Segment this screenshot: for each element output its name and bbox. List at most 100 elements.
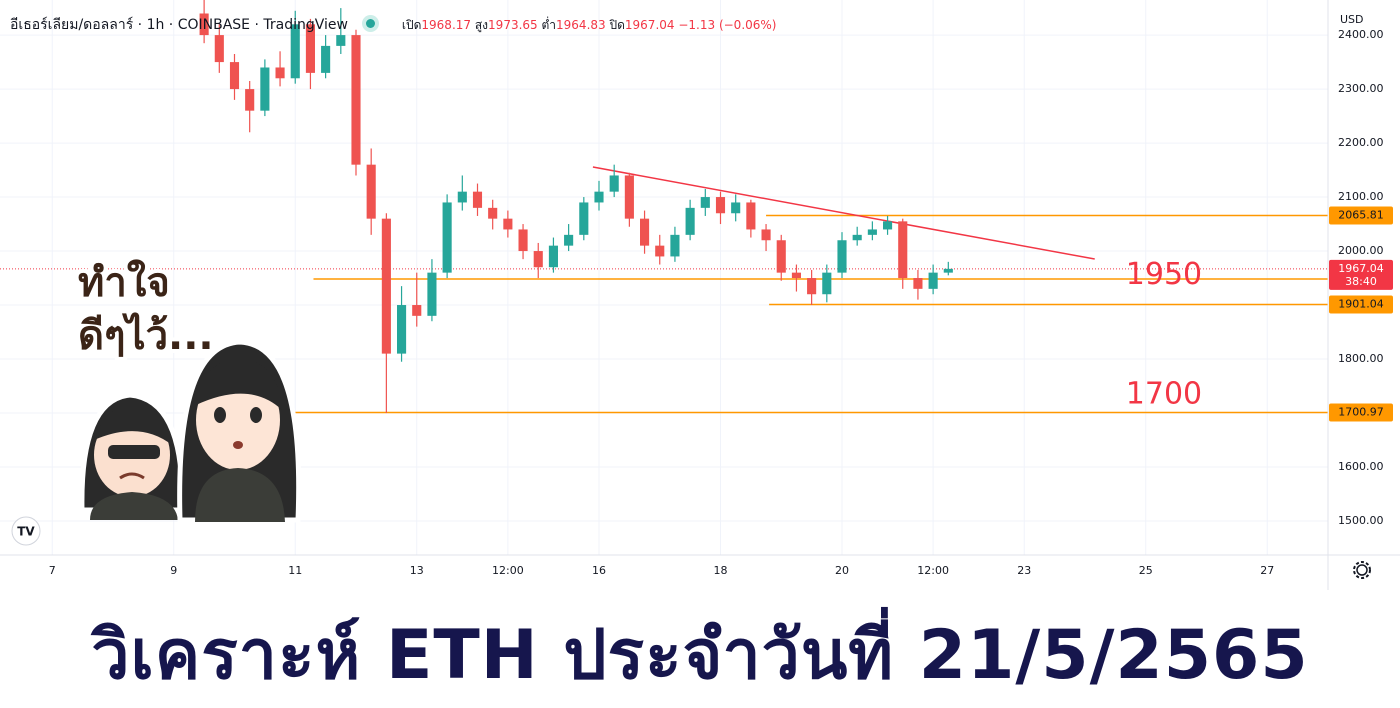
- candle-body: [321, 45, 331, 73]
- cartoon-right: [177, 339, 302, 523]
- y-tick-label: 2300.00: [1338, 82, 1384, 95]
- candle-body: [245, 89, 255, 111]
- price-tag: [1329, 206, 1393, 225]
- candle-body: [351, 35, 361, 165]
- candle-body: [685, 207, 695, 235]
- candle-body: [867, 229, 877, 235]
- currency: USD: [1340, 13, 1364, 26]
- settings-icon[interactable]: [1353, 561, 1371, 579]
- candle-body: [746, 202, 756, 230]
- candle-body: [503, 218, 513, 230]
- ohlc-value: 1967.04: [624, 18, 675, 32]
- x-tick-label: 20: [835, 564, 849, 577]
- candle-body: [336, 35, 346, 46]
- candle-body: [715, 197, 726, 214]
- candle-body: [776, 240, 786, 273]
- sticker: ทำใจ ดีๆไว้...: [74, 255, 302, 523]
- candle-body: [442, 202, 452, 273]
- price-tag: [1329, 403, 1393, 422]
- countdown: 38:40: [1345, 275, 1377, 288]
- candle-body: [397, 305, 407, 354]
- candle-body: [472, 191, 483, 208]
- interval: 1h: [146, 17, 165, 33]
- ohlc: เปิด1968.17 สูง1973.65 ต่ำ1964.83 ปิด196…: [402, 18, 777, 32]
- x-tick-label: 18: [713, 564, 727, 577]
- last-price-tag: [1329, 259, 1393, 290]
- exchange: COINBASE: [177, 17, 251, 33]
- candle-body: [898, 221, 908, 279]
- price-tag-label: 1901.04: [1338, 297, 1384, 310]
- ohlc-label: ต่ำ: [541, 18, 557, 32]
- x-tick-label: 25: [1139, 564, 1153, 577]
- x-tick-label: 23: [1017, 564, 1031, 577]
- symbol: อีเธอร์เลียม/ดอลลาร์: [10, 17, 134, 33]
- ohlc-value: 1973.65: [488, 18, 538, 32]
- candle-body: [670, 234, 680, 257]
- x-tick-label: 13: [410, 564, 424, 577]
- price-tag: [1329, 295, 1393, 314]
- candle-body: [579, 202, 589, 235]
- x-tick-label: 27: [1260, 564, 1274, 577]
- candle-body: [305, 24, 315, 73]
- ohlc-value: 1964.83: [556, 18, 606, 32]
- candle-body: [624, 175, 634, 219]
- candle-body: [731, 202, 741, 214]
- candle-body: [913, 278, 923, 289]
- candle-body: [427, 272, 437, 316]
- sticker-text: ดีๆไว้...: [78, 312, 214, 359]
- y-tick-label: 1800.00: [1338, 352, 1384, 365]
- change: −1.13 (−0.06%): [678, 18, 777, 32]
- tv-logo: [11, 516, 41, 546]
- x-tick-label: 11: [288, 564, 302, 577]
- candle-body: [609, 175, 619, 192]
- plot-area: 1950 1700: [0, 0, 1328, 414]
- candle-body: [381, 218, 391, 354]
- candle-body: [700, 197, 710, 208]
- ohlc-label: สูง: [474, 18, 489, 32]
- candle-body: [943, 268, 953, 273]
- candle-body: [822, 272, 832, 295]
- candle-body: [594, 191, 604, 203]
- cartoon-left: [79, 392, 185, 520]
- annotation: 1950: [1126, 257, 1202, 292]
- x-tick-label: 7: [49, 564, 56, 577]
- ohlc-label: เปิด: [401, 18, 422, 32]
- candle-body: [275, 67, 285, 79]
- candle-body: [290, 24, 300, 79]
- candle-body: [807, 278, 817, 295]
- tv-logo-text: TV: [17, 525, 35, 539]
- source: TradingView: [263, 17, 348, 33]
- candle-body: [928, 272, 938, 289]
- chart-header: อีเธอร์เลียม/ดอลลาร์ · 1h · COINBASE · T…: [10, 17, 777, 33]
- y-tick-label: 2200.00: [1338, 136, 1384, 149]
- candle-body: [488, 207, 498, 219]
- candle-body: [457, 191, 467, 203]
- candle-body: [852, 234, 862, 241]
- x-tick-label: 9: [170, 564, 177, 577]
- ohlc-label: ปิด: [609, 18, 625, 32]
- candle-body: [412, 305, 422, 316]
- banner-title: วิเคราะห์ ETH ประจำวันที่ 21/5/2565: [91, 616, 1309, 695]
- candle-body: [837, 240, 847, 273]
- candle-body: [548, 245, 558, 268]
- y-tick-label: 2400.00: [1338, 28, 1384, 41]
- y-tick-label: 1600.00: [1338, 460, 1384, 473]
- y-tick-label: 2000.00: [1338, 244, 1384, 257]
- sticker-text: ทำใจ: [78, 259, 170, 306]
- candle-body: [883, 221, 893, 230]
- ohlc-value: 1968.17: [421, 18, 472, 32]
- trendline: [592, 166, 1095, 260]
- candle-body: [214, 35, 224, 63]
- candle-body: [533, 251, 543, 268]
- candle-body: [518, 229, 528, 252]
- price-tag-label: 1700.97: [1338, 405, 1384, 418]
- candle-body: [564, 234, 574, 246]
- candle-body: [199, 13, 209, 36]
- status-dot: [366, 19, 376, 28]
- annotation: 1700: [1126, 377, 1202, 412]
- candle-body: [655, 245, 665, 257]
- candle-body: [229, 62, 240, 90]
- x-tick-label: 12:00: [917, 564, 949, 577]
